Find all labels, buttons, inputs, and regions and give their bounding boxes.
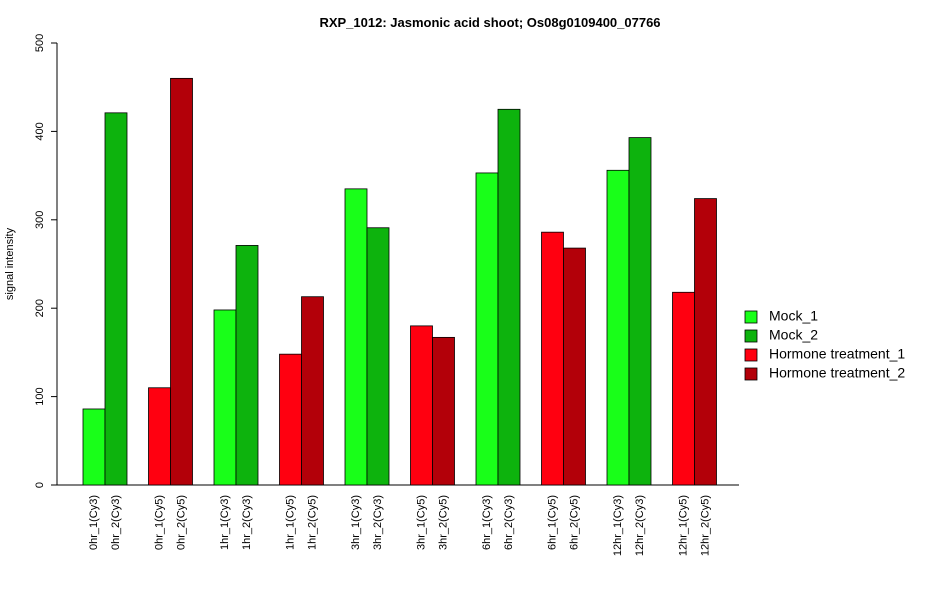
- x-tick-label: 12hr_2(Cy3): [634, 495, 646, 556]
- x-tick-label: 6hr_2(Cy3): [503, 495, 515, 550]
- x-tick-label: 0hr_2(Cy5): [175, 495, 187, 550]
- bar: [475, 172, 499, 486]
- y-tick-label: 400: [34, 122, 46, 140]
- bar: [366, 227, 390, 486]
- x-tick-label: 3hr_2(Cy3): [372, 495, 384, 550]
- y-tick-label: 0: [34, 482, 46, 488]
- bar: [497, 108, 521, 486]
- y-tick-label: 100: [34, 387, 46, 405]
- x-tick-label: 0hr_1(Cy5): [153, 495, 165, 550]
- y-tick-label: 300: [34, 211, 46, 229]
- legend-label: Hormone treatment_1: [769, 346, 905, 362]
- bar: [170, 77, 193, 486]
- bar: [672, 291, 695, 486]
- x-tick-label: 1hr_1(Cy3): [219, 495, 231, 550]
- bars: [82, 77, 717, 486]
- bar: [82, 408, 106, 486]
- legend-label: Mock_2: [769, 327, 818, 343]
- bar: [432, 336, 455, 486]
- bar: [563, 247, 586, 486]
- legend-swatch: [744, 310, 758, 324]
- x-tick-label: 12hr_1(Cy3): [612, 495, 624, 556]
- bar: [344, 188, 368, 486]
- y-tick-label: 500: [34, 34, 46, 52]
- bar: [606, 169, 630, 486]
- x-tick-label: 12hr_2(Cy5): [699, 495, 711, 556]
- x-tick-label: 1hr_2(Cy5): [306, 495, 318, 550]
- x-tick-label: 3hr_1(Cy3): [350, 495, 362, 550]
- x-tick-label: 3hr_2(Cy5): [437, 495, 449, 550]
- legend-label: Mock_1: [769, 308, 818, 324]
- x-tick-label: 1hr_2(Cy3): [241, 495, 253, 550]
- x-tick-label: 1hr_1(Cy5): [284, 495, 296, 550]
- bar: [301, 296, 324, 486]
- x-tick-label: 0hr_1(Cy3): [88, 495, 100, 550]
- bar: [235, 245, 259, 486]
- y-tick-label: 200: [34, 299, 46, 317]
- bar: [410, 325, 433, 486]
- bar: [104, 112, 128, 486]
- chart-title: RXP_1012: Jasmonic acid shoot; Os08g0109…: [319, 15, 660, 30]
- x-tick-label: 6hr_2(Cy5): [568, 495, 580, 550]
- bar: [694, 198, 717, 486]
- x-axis-labels: 0hr_1(Cy3) 0hr_2(Cy3) 0hr_1(Cy5) 0hr_2(Cy5)…: [88, 495, 712, 556]
- bar: [628, 137, 652, 486]
- legend-swatch: [744, 348, 758, 362]
- x-tick-label: 0hr_2(Cy3): [110, 495, 122, 550]
- legend: Mock_1 Mock_2 Hormone treatment_1 Hormone t…: [744, 308, 905, 381]
- bar: [541, 231, 564, 486]
- x-tick-label: 3hr_1(Cy5): [415, 495, 427, 550]
- bar: [279, 353, 302, 486]
- legend-swatch: [744, 329, 758, 343]
- bar: [213, 309, 237, 486]
- bar: [148, 387, 171, 486]
- x-tick-label: 12hr_1(Cy5): [677, 495, 689, 556]
- legend-label: Hormone treatment_2: [769, 365, 905, 381]
- legend-swatch: [744, 367, 758, 381]
- x-tick-label: 6hr_1(Cy5): [546, 495, 558, 550]
- x-tick-label: 6hr_1(Cy3): [481, 495, 493, 550]
- y-axis-label: signal intensity: [4, 227, 16, 300]
